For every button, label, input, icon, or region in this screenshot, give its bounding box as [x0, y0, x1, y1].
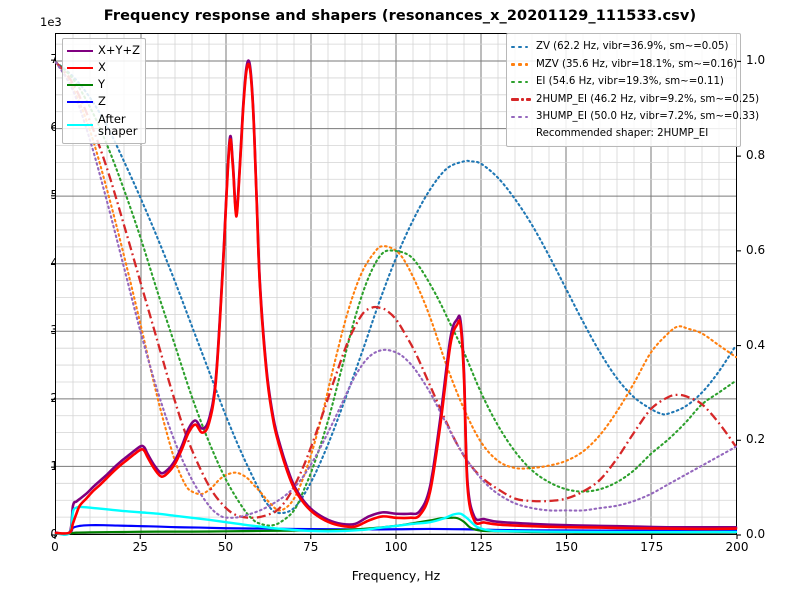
shaper-legend-item-undefined: 2HUMP_EI (46.2 Hz, vibr=9.2%, sm~=0.25)	[511, 91, 759, 109]
shaper-legend-label: 2HUMP_EI (46.2 Hz, vibr=9.2%, sm~=0.25)	[536, 93, 760, 105]
psd-curve-after-shaper	[54, 505, 738, 536]
data-layer	[54, 59, 738, 536]
shaper-curve-ei	[54, 61, 738, 527]
shaper-legend: ZV (62.2 Hz, vibr=36.9%, sm~=0.05) MZV (3…	[506, 33, 759, 147]
y-tick-right: 0.0	[746, 527, 766, 541]
legend-dot-swatch-icon	[511, 94, 531, 104]
y-tick-left: 6	[28, 120, 58, 134]
shaper-curve-zv	[54, 61, 738, 515]
x-tick: 25	[132, 540, 148, 554]
legend-item-label: X	[98, 60, 106, 74]
x-tick: 75	[303, 540, 319, 554]
legend-line-swatch-icon	[67, 49, 93, 52]
shaper-legend-label: 3HUMP_EI (50.0 Hz, vibr=7.2%, sm~=0.33)	[536, 111, 760, 123]
y-tick-right: 0.8	[746, 148, 766, 163]
shaper-curve-2hump_ei	[55, 61, 737, 519]
legend-item-label: Z	[98, 94, 106, 108]
x-tick: 125	[469, 540, 493, 554]
shaper-legend-item-undefined: ZV (62.2 Hz, vibr=36.9%, sm~=0.05)	[511, 38, 735, 56]
y-tick-left: 0	[28, 527, 58, 541]
y-tick-left: 1	[28, 459, 58, 473]
x-tick: 175	[640, 540, 664, 554]
legend-line-swatch-icon	[67, 66, 93, 69]
legend-line-swatch-icon	[67, 100, 93, 103]
x-tick: 150	[555, 540, 578, 554]
y-tick-right: 0.6	[746, 242, 766, 257]
chart-title: Frequency response and shapers (resonanc…	[103, 8, 697, 24]
shaper-legend-item-undefined: EI (54.6 Hz, vibr=19.3%, sm~=0.11)	[511, 73, 735, 91]
legend-dot-swatch-icon	[511, 59, 531, 69]
series-legend: X+Y+Z X Y Z After shaper	[62, 38, 147, 144]
legend-item-label: After shaper	[98, 111, 138, 138]
shaper-curve-mzv	[54, 61, 738, 512]
legend-item-x-y-z: X+Y+Z	[67, 42, 140, 59]
legend-line-swatch-icon	[67, 124, 93, 126]
legend-item-label: X+Y+Z	[98, 43, 141, 57]
psd-curve-x	[54, 62, 738, 535]
legend-line-swatch-icon	[67, 83, 93, 86]
legend-dot-swatch-icon	[511, 77, 531, 87]
x-tick: 100	[384, 540, 408, 554]
y-tick-left: 5	[28, 188, 58, 202]
x-axis-label: Frequency, Hz	[351, 568, 441, 583]
legend-dot-swatch-icon	[511, 42, 531, 52]
x-tick: 50	[217, 540, 234, 554]
y-tick-left: 4	[28, 256, 58, 270]
legend-item-y: Y	[67, 76, 140, 93]
x-tick: 0	[51, 540, 59, 554]
y-tick-left: 3	[28, 323, 58, 337]
legend-item-label: Y	[98, 77, 106, 91]
y-tick-right: 1.0	[746, 53, 766, 68]
y-axis-offset-text: 1e3	[40, 15, 62, 29]
legend-item-after-shaper: After shaper	[67, 110, 140, 140]
y-tick-right: 0.2	[746, 432, 766, 447]
x-tick: 200	[725, 540, 749, 554]
shaper-legend-item-undefined: MZV (35.6 Hz, vibr=18.1%, sm~=0.16)	[511, 56, 738, 74]
legend-item-x: X	[67, 59, 140, 76]
shaper-legend-label: EI (54.6 Hz, vibr=19.3%, sm~=0.11)	[536, 76, 724, 88]
shaper-legend-label: MZV (35.6 Hz, vibr=18.1%, sm~=0.16)	[536, 58, 738, 70]
shaper-legend-label: ZV (62.2 Hz, vibr=36.9%, sm~=0.05)	[536, 41, 729, 53]
legend-item-z: Z	[67, 93, 140, 110]
legend-dot-swatch-icon	[511, 112, 531, 122]
recommended-shaper-text: Recommended shaper: 2HUMP_EI	[536, 127, 709, 139]
shaper-legend-item-undefined: 3HUMP_EI (50.0 Hz, vibr=7.2%, sm~=0.33)	[511, 108, 759, 126]
y-tick-right: 0.4	[746, 337, 766, 352]
y-tick-left: 7	[28, 52, 58, 66]
shaper-curve-3hump_ei	[54, 61, 738, 519]
y-tick-left: 2	[28, 391, 58, 405]
